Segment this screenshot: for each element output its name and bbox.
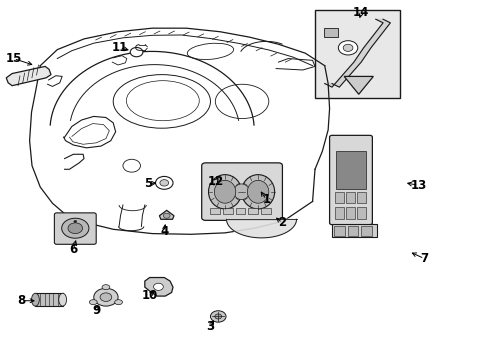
Text: 5: 5 [144,177,152,190]
Ellipse shape [102,285,110,290]
Ellipse shape [61,218,89,238]
Bar [35,293,62,306]
Text: 2: 2 [278,216,286,229]
Bar [346,207,354,219]
Bar [335,152,366,189]
Ellipse shape [343,44,352,51]
Bar [356,192,365,203]
Bar [331,224,376,237]
Polygon shape [344,76,372,94]
Ellipse shape [153,283,163,291]
Ellipse shape [214,314,221,319]
Bar [347,226,358,236]
Ellipse shape [210,311,225,322]
Polygon shape [226,219,296,238]
Bar [361,226,371,236]
Polygon shape [6,66,51,86]
Text: 13: 13 [409,179,426,192]
Bar [248,207,258,214]
Bar [314,10,399,98]
Text: 3: 3 [206,320,214,333]
Text: 4: 4 [160,225,168,238]
Text: 11: 11 [111,41,127,54]
FancyBboxPatch shape [201,163,282,220]
Ellipse shape [89,300,97,305]
Bar [333,226,344,236]
Ellipse shape [114,300,122,305]
Bar [223,207,232,214]
Text: 6: 6 [69,243,77,256]
Ellipse shape [130,48,142,57]
Bar [356,207,365,219]
Ellipse shape [338,41,357,55]
Bar [235,207,245,214]
Bar [210,207,220,214]
Ellipse shape [160,180,168,186]
Text: 10: 10 [141,288,158,302]
Ellipse shape [163,213,170,218]
Ellipse shape [68,223,82,234]
Polygon shape [159,210,174,219]
Bar [346,192,354,203]
Bar [261,207,270,214]
Ellipse shape [208,175,241,209]
Bar [335,192,344,203]
Text: 14: 14 [352,6,368,19]
Polygon shape [144,278,173,296]
Polygon shape [324,19,389,87]
Polygon shape [219,170,254,182]
Ellipse shape [155,176,173,189]
Ellipse shape [100,293,112,301]
FancyBboxPatch shape [54,213,96,244]
Ellipse shape [31,293,39,306]
Ellipse shape [94,288,118,306]
Text: 12: 12 [207,175,223,188]
Ellipse shape [59,293,66,306]
Text: 1: 1 [262,193,270,206]
Ellipse shape [247,180,268,203]
Ellipse shape [74,220,77,222]
Text: 8: 8 [18,294,26,307]
Text: 9: 9 [92,304,100,317]
Text: 7: 7 [420,252,427,265]
Text: 15: 15 [5,52,21,65]
Bar [323,28,338,37]
FancyBboxPatch shape [329,135,372,225]
Ellipse shape [241,175,274,209]
Bar [335,207,344,219]
Ellipse shape [214,180,235,203]
Ellipse shape [233,184,249,200]
